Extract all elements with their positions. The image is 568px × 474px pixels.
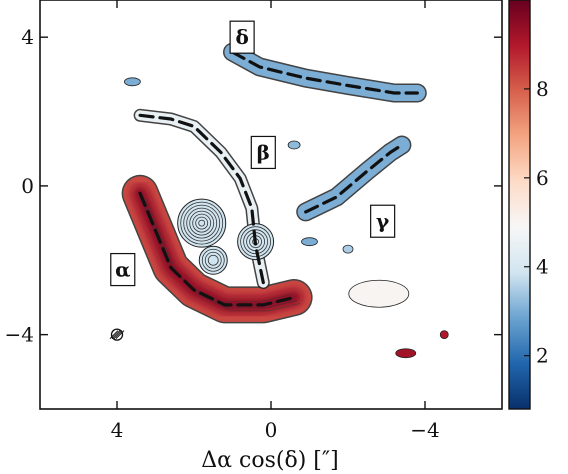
knot-contour (240, 226, 272, 258)
colorbar-tick-label: 4 (536, 255, 549, 279)
knot-contour (189, 210, 215, 236)
beam-hatch (115, 330, 125, 339)
axis-layer: 4 0 −4 4 0 −4 (5, 0, 502, 442)
knot-contour (183, 204, 221, 242)
feature-label: α (115, 258, 130, 282)
beam-ellipse (110, 328, 124, 341)
colorbar-tick-label: 2 (536, 344, 549, 368)
y-tick-label: 0 (21, 174, 34, 198)
knot-contour (186, 207, 218, 239)
beam-hatch (113, 330, 123, 339)
colorbar-tick-label: 8 (536, 77, 549, 101)
feature-label: β (257, 140, 270, 164)
knot-contour (204, 251, 222, 269)
knot-emission (177, 198, 227, 248)
emission-blob (287, 140, 301, 150)
feature-label-box (370, 204, 396, 238)
feature-label: δ (235, 25, 248, 49)
knot-contour (207, 254, 219, 266)
emission-blob (342, 244, 354, 254)
feature-trace-1 (138, 113, 265, 285)
knot-contour (195, 216, 209, 230)
y-tick-label: −4 (5, 323, 34, 347)
beam-hatch (109, 330, 119, 339)
x-axis-label: Δα cos(δ) [″] (201, 448, 338, 473)
feature-label-box (250, 135, 276, 170)
x-tick-label: 4 (111, 418, 124, 442)
knot-contour (243, 229, 269, 255)
feature-trace-2 (304, 143, 404, 214)
beam-layer (109, 328, 125, 341)
trace-layer (138, 50, 419, 307)
emission-blob (439, 330, 449, 340)
colorbar-tick-label: 6 (536, 166, 549, 190)
feature-contour (145, 199, 301, 312)
feature-label-box (110, 252, 136, 287)
x-tick-label: 0 (265, 418, 278, 442)
knot-contour (192, 213, 212, 233)
knot-contour (198, 219, 206, 227)
emission-blob (395, 348, 417, 359)
feature-trace-0 (138, 191, 296, 307)
feature-label-box (229, 20, 255, 54)
emission-blob (301, 237, 318, 247)
knot-emission (198, 245, 228, 275)
knot-contour (201, 248, 225, 272)
knot-contour (180, 201, 224, 245)
colorbar-axis: 2 4 6 8 (524, 77, 549, 368)
feature-label: γ (376, 209, 390, 233)
label-layer: α β γ δ (110, 20, 396, 287)
y-tick-label: 4 (21, 25, 34, 49)
emission-blob (123, 77, 141, 87)
colorbar (508, 0, 531, 410)
emission-blob (348, 279, 410, 308)
beam-hatch (111, 330, 121, 339)
feature-trace-3 (230, 50, 419, 95)
x-tick-label: −4 (410, 418, 439, 442)
